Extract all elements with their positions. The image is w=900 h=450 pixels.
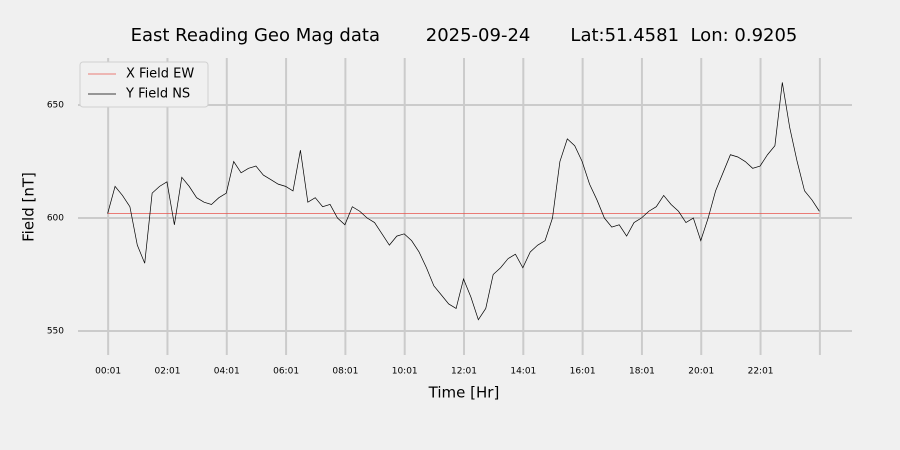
- x-tick-label: 14:01: [510, 367, 536, 377]
- y-tick-label: 650: [47, 101, 64, 111]
- data-line: [107, 82, 820, 321]
- x-tick-label: 04:01: [214, 367, 240, 377]
- x-tick-label: 00:01: [95, 367, 121, 377]
- x-tick-label: 18:01: [629, 367, 655, 377]
- x-tick-label: 10:01: [392, 367, 418, 377]
- x-tick-label: 12:01: [451, 367, 477, 377]
- legend-box: [79, 61, 209, 108]
- x-tick-label: 22:01: [748, 367, 774, 377]
- x-tick-label: 02:01: [154, 367, 180, 377]
- y-axis-label: Field [nT]: [20, 172, 38, 242]
- y-tick-label: 550: [47, 327, 64, 337]
- legend-label: Y Field NS: [125, 87, 190, 102]
- legend-label: X Field EW: [126, 67, 194, 82]
- x-tick-label: 08:01: [332, 367, 358, 377]
- x-tick-label: 06:01: [273, 367, 299, 377]
- y-tick-label: 600: [47, 214, 64, 224]
- chart-title: East Reading Geo Mag data 2025-09-24 Lat…: [131, 25, 798, 46]
- x-tick-label: 20:01: [688, 367, 714, 377]
- x-tick-label: 16:01: [570, 367, 596, 377]
- x-axis-label: Time [Hr]: [428, 384, 500, 402]
- legend: X Field EW Y Field NS: [79, 61, 209, 108]
